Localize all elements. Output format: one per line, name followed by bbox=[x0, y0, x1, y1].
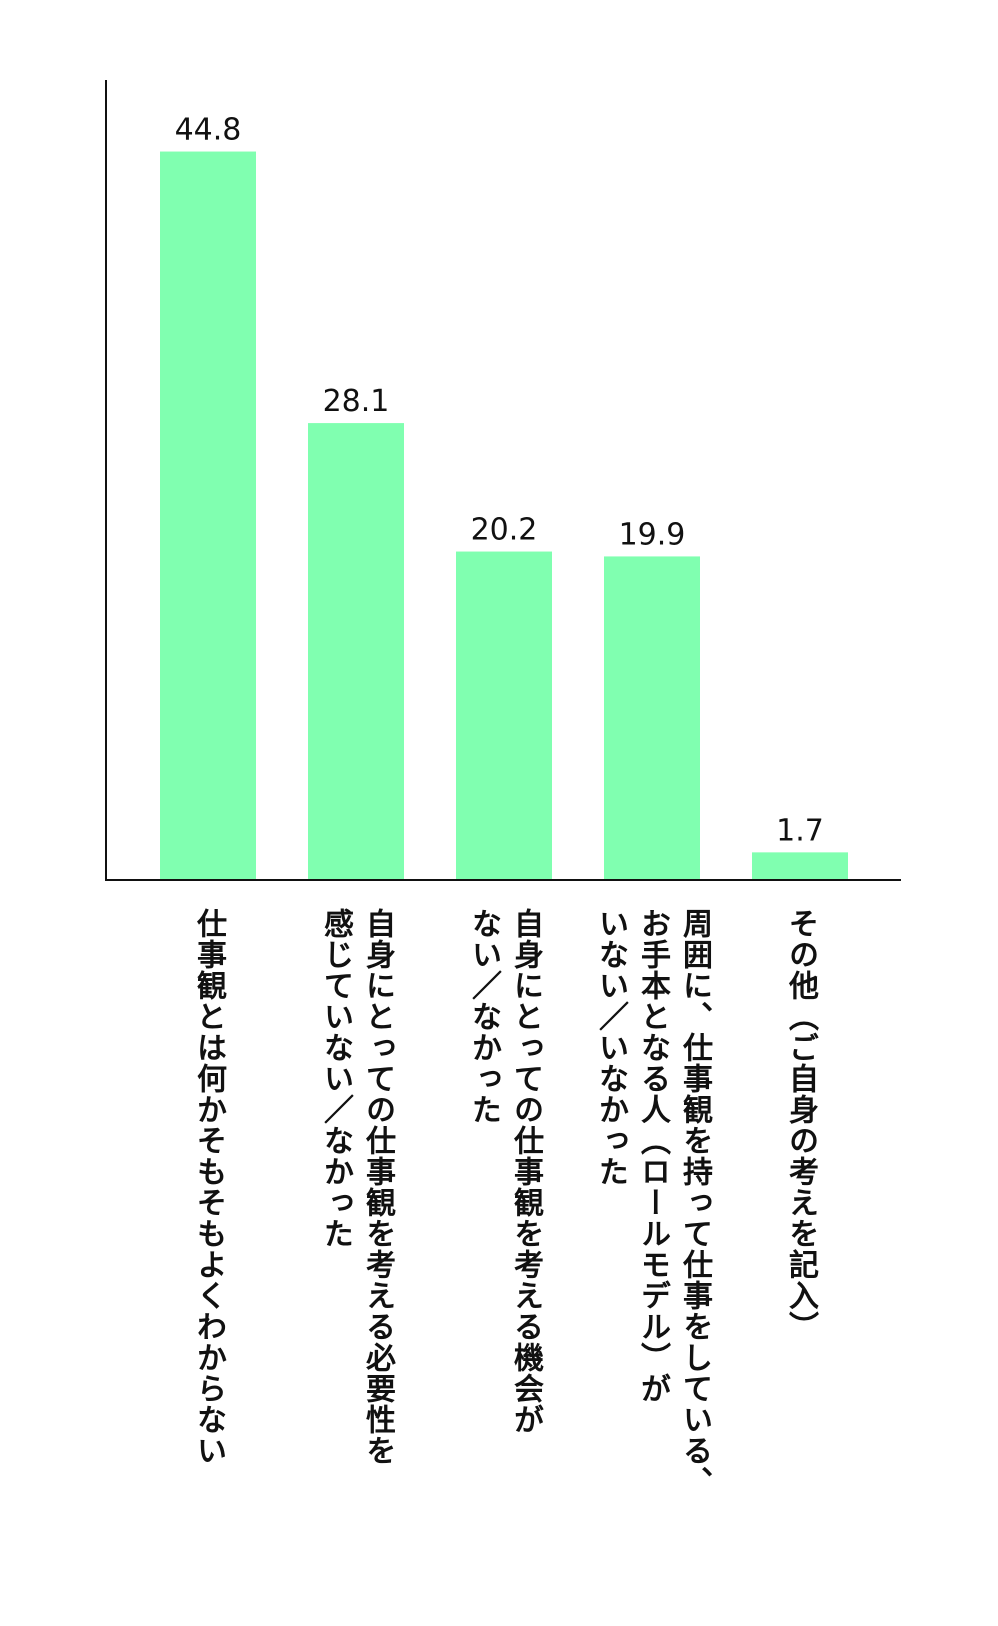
value-label-1: 44.8 bbox=[175, 113, 242, 148]
bar-5 bbox=[752, 852, 848, 880]
bar-4 bbox=[604, 556, 700, 880]
category-label-5: その他（ご自身の考えを記入） bbox=[783, 908, 818, 1342]
category-label-2: 自身にとっての仕事観を考える必要性を 感じていない／なかった bbox=[318, 908, 395, 1466]
value-label-3: 20.2 bbox=[471, 513, 538, 548]
value-labels-group: 44.8 28.1 20.2 19.9 1.7 bbox=[175, 113, 824, 849]
value-label-2: 28.1 bbox=[323, 384, 390, 419]
category-label-4: 周囲に、仕事観を持って仕事をしている、 お手本となる人（ロールモデル）が いない… bbox=[593, 908, 712, 1497]
bars-group bbox=[160, 151, 848, 881]
category-label-1: 仕事観とは何かそもそもよくわからない bbox=[191, 908, 226, 1466]
value-label-5: 1.7 bbox=[776, 813, 824, 848]
bar-2 bbox=[308, 423, 404, 880]
bar-1 bbox=[160, 151, 256, 881]
bar-3 bbox=[456, 551, 552, 880]
category-label-3: 自身にとっての仕事観を考える機会が ない／なかった bbox=[466, 908, 543, 1435]
value-label-4: 19.9 bbox=[619, 517, 686, 552]
